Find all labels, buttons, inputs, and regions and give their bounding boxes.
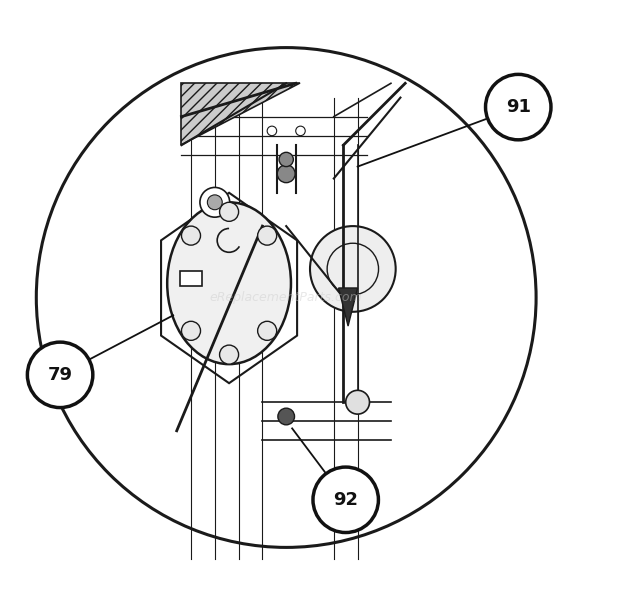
Text: 92: 92 xyxy=(333,491,358,509)
Circle shape xyxy=(182,226,200,245)
Circle shape xyxy=(310,226,396,312)
Circle shape xyxy=(258,226,277,245)
Circle shape xyxy=(313,467,378,533)
Circle shape xyxy=(277,165,295,183)
Text: eReplacementParts.com: eReplacementParts.com xyxy=(210,291,363,304)
Polygon shape xyxy=(182,83,301,145)
Circle shape xyxy=(207,195,222,210)
Circle shape xyxy=(278,408,294,425)
Circle shape xyxy=(279,152,293,167)
Circle shape xyxy=(346,390,370,414)
Circle shape xyxy=(267,126,277,136)
Bar xyxy=(180,271,202,286)
Text: 91: 91 xyxy=(506,98,531,116)
Circle shape xyxy=(485,74,551,140)
Circle shape xyxy=(219,345,239,364)
Circle shape xyxy=(182,321,200,340)
Polygon shape xyxy=(339,288,358,326)
Text: 79: 79 xyxy=(48,366,73,384)
Circle shape xyxy=(258,321,277,340)
Ellipse shape xyxy=(167,202,291,364)
Circle shape xyxy=(200,187,229,217)
Circle shape xyxy=(27,342,93,408)
Circle shape xyxy=(296,126,305,136)
Circle shape xyxy=(219,202,239,221)
